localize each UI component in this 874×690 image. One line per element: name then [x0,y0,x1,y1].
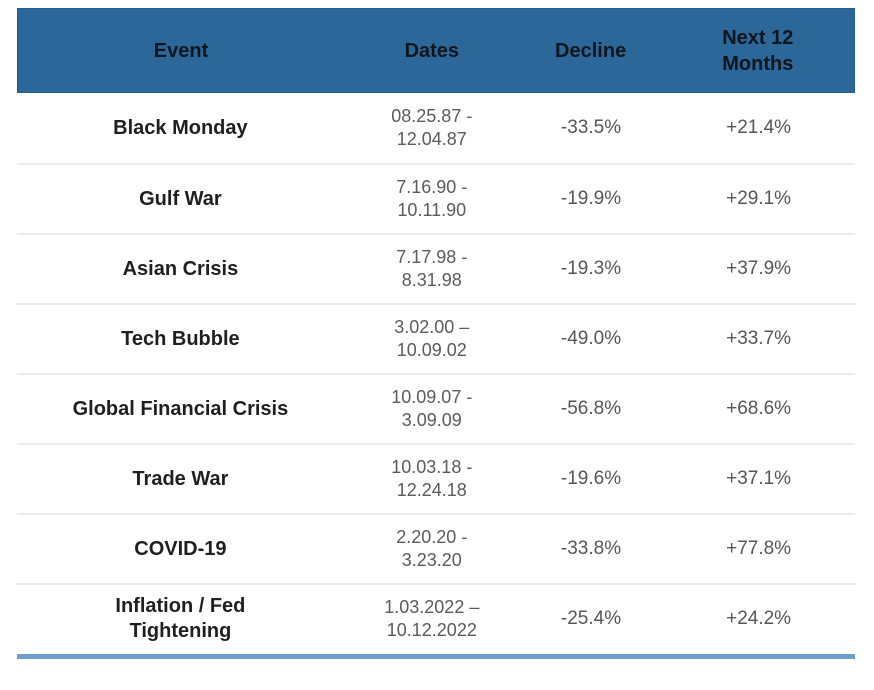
market-declines-table: Event Dates Decline Next 12 Months Black… [17,8,855,659]
event-cell: Tech Bubble [121,327,240,350]
next-12-months-cell: +21.4% [726,117,792,138]
dates-cell: 7.17.98 - 8.31.98 [396,246,468,290]
next-12-months-cell: +37.1% [726,468,792,489]
dates-cell: 08.25.87 - 12.04.87 [391,105,473,149]
table-bottom-border [17,654,855,659]
table-row: COVID-19 2.20.20 - 3.23.20 -33.8% +77.8% [17,513,855,583]
table-row: Inflation / Fed Tightening 1.03.2022 – 1… [17,583,855,653]
table-row: Asian Crisis 7.17.98 - 8.31.98 -19.3% +3… [17,233,855,303]
table-row: Tech Bubble 3.02.00 – 10.09.02 -49.0% +3… [17,303,855,373]
decline-cell: -19.3% [560,258,622,279]
next-12-months-cell: +24.2% [726,608,792,629]
next-12-months-cell: +29.1% [726,188,792,209]
dates-cell: 3.02.00 – 10.09.02 [394,316,470,360]
table-row: Black Monday 08.25.87 - 12.04.87 -33.5% … [17,93,855,163]
header-event: Event [153,39,209,62]
table-body: Black Monday 08.25.87 - 12.04.87 -33.5% … [17,93,855,653]
next-12-months-cell: +68.6% [726,398,792,419]
event-cell: Global Financial Crisis [72,397,289,420]
next-12-months-cell: +77.8% [726,538,792,559]
decline-cell: -19.6% [560,468,622,489]
table-row: Global Financial Crisis 10.09.07 - 3.09.… [17,373,855,443]
table-row: Trade War 10.03.18 - 12.24.18 -19.6% +37… [17,443,855,513]
event-cell: Gulf War [139,187,222,210]
event-cell: Black Monday [113,116,248,139]
dates-cell: 10.09.07 - 3.09.09 [391,386,473,430]
dates-cell: 2.20.20 - 3.23.20 [396,526,468,570]
table-header-row: Event Dates Decline Next 12 Months [17,8,855,93]
next-12-months-cell: +33.7% [726,328,792,349]
dates-cell: 1.03.2022 – 10.12.2022 [384,596,480,640]
event-cell: COVID-19 [134,537,227,560]
header-dates: Dates [404,39,460,62]
decline-cell: -33.5% [560,117,622,138]
dates-cell: 10.03.18 - 12.24.18 [391,456,473,500]
event-cell: Inflation / Fed Tightening [115,595,246,642]
decline-cell: -49.0% [560,328,622,349]
decline-cell: -19.9% [560,188,622,209]
header-decline: Decline [555,39,627,62]
event-cell: Trade War [132,467,229,490]
decline-cell: -56.8% [560,398,622,419]
header-next-12-months: Next 12 Months [722,26,794,75]
decline-cell: -25.4% [560,608,622,629]
next-12-months-cell: +37.9% [726,258,792,279]
dates-cell: 7.16.90 - 10.11.90 [396,176,468,220]
event-cell: Asian Crisis [122,257,239,280]
table-row: Gulf War 7.16.90 - 10.11.90 -19.9% +29.1… [17,163,855,233]
decline-cell: -33.8% [560,538,622,559]
